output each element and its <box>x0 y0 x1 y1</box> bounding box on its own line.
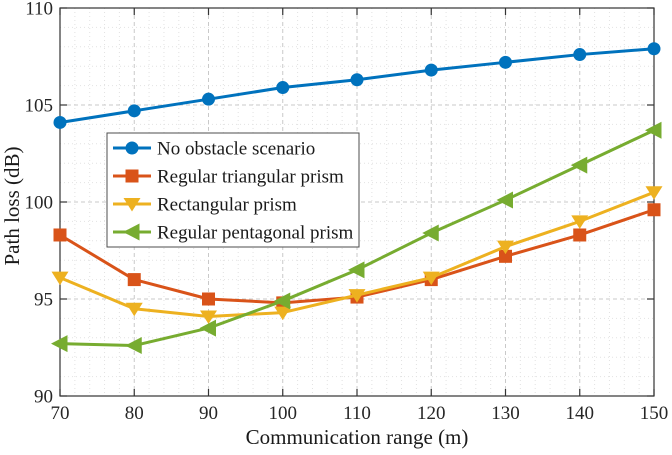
series-no-obstacle-scenario <box>53 42 661 129</box>
legend-item-rectangular-prism: Rectangular prism <box>113 195 297 216</box>
triangle-left-marker <box>570 156 588 174</box>
legend-square-icon <box>125 169 139 183</box>
x-tick-label: 120 <box>417 403 446 424</box>
legend-triangle-left-icon <box>123 223 140 241</box>
legend: No obstacle scenario Regular triangular p… <box>106 132 360 248</box>
legend-label: Rectangular prism <box>157 195 297 216</box>
square-marker <box>202 292 215 306</box>
y-tick-label: 110 <box>25 0 53 20</box>
x-tick-label: 110 <box>343 403 371 424</box>
circle-marker <box>647 42 661 56</box>
triangle-left-marker <box>496 191 513 209</box>
legend-triangle-down-icon <box>123 198 141 212</box>
legend-label: No obstacle scenario <box>157 139 315 160</box>
triangle-left-marker <box>422 224 439 242</box>
x-tick-label: 140 <box>566 403 595 424</box>
legend-circle-icon <box>125 141 139 155</box>
triangle-down-marker <box>274 306 292 321</box>
legend-box <box>106 132 360 248</box>
legend-item-regular-triangular-prism: Regular triangular prism <box>113 167 344 188</box>
square-marker <box>573 228 587 242</box>
legend-label: Regular pentagonal prism <box>157 223 354 244</box>
x-tick-label: 70 <box>51 403 70 424</box>
triangle-down-marker <box>497 240 514 255</box>
legend-item-regular-pentagonal-prism: Regular pentagonal prism <box>113 223 354 244</box>
data-series <box>51 42 663 355</box>
triangle-left-marker <box>273 292 291 310</box>
y-tick-label: 95 <box>34 290 53 311</box>
square-marker <box>127 273 141 287</box>
series-regular-pentagonal-prism <box>51 121 662 355</box>
x-tick-label: 90 <box>199 403 218 424</box>
triangle-down-marker <box>125 302 143 317</box>
square-marker <box>499 249 512 263</box>
circle-marker <box>276 81 290 95</box>
x-axis-label: Communication range (m) <box>246 425 469 449</box>
square-marker <box>647 203 661 217</box>
series-rectangular-prism <box>51 186 663 324</box>
triangle-down-marker <box>571 215 589 229</box>
x-tick-label: 150 <box>640 403 669 424</box>
triangle-left-marker <box>645 121 662 139</box>
triangle-left-marker <box>199 319 216 337</box>
x-tick-label: 130 <box>491 403 520 424</box>
triangle-down-marker <box>422 271 440 286</box>
triangle-left-marker <box>348 261 365 279</box>
y-tick-label: 105 <box>25 96 54 117</box>
legend-label: Regular triangular prism <box>157 167 344 188</box>
triangle-down-marker <box>200 310 217 324</box>
axes: 70 80 90 100 110 120 130 140 150 90 95 100 105 110 <box>25 0 669 424</box>
circle-marker <box>202 92 215 106</box>
circle-marker <box>350 73 364 87</box>
x-tick-label: 80 <box>125 403 144 424</box>
x-tick-label: 100 <box>269 403 298 424</box>
circle-marker <box>424 63 438 77</box>
y-tick-label: 90 <box>34 387 53 408</box>
circle-marker <box>53 115 67 129</box>
square-marker <box>53 228 67 242</box>
triangle-down-marker <box>348 289 366 303</box>
circle-marker <box>127 104 141 118</box>
legend-item-no-obstacle-scenario: No obstacle scenario <box>113 139 315 160</box>
triangle-left-marker <box>51 335 68 353</box>
triangle-left-marker <box>125 337 142 355</box>
y-tick-label: 100 <box>25 193 54 214</box>
y-axis-label: Path loss (dB) <box>0 146 24 265</box>
triangle-down-marker <box>645 186 663 200</box>
triangle-down-marker <box>51 271 69 286</box>
circle-marker <box>499 55 512 69</box>
circle-marker <box>573 48 587 62</box>
